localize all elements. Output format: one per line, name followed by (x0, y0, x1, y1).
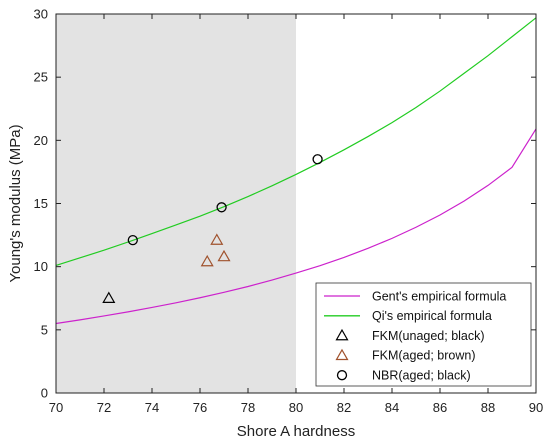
y-tick-label-4: 20 (34, 133, 48, 148)
x-axis-label: Shore A hardness (237, 423, 355, 440)
legend-label-0: Gent's empirical formula (372, 289, 506, 303)
legend-label-4: NBR(aged; black) (372, 369, 471, 383)
series-layer (55, 17, 537, 325)
data-point-4-2 (312, 154, 323, 165)
axes-layer: 70 72 74 76 78 80 82 84 86 88 90 0 5 10 15 20 25 30 Shore … (7, 7, 543, 441)
y-tick-label-0: 0 (41, 386, 48, 401)
legend-swatch-3 (335, 348, 349, 361)
x-tick-label-10: 90 (529, 400, 543, 415)
legend-entry-3: FKM(aged; brown) (335, 348, 476, 363)
x-tick-label-7: 84 (385, 400, 399, 415)
legend-label-3: FKM(aged; brown) (372, 349, 476, 363)
legend-label-2: FKM(unaged; black) (372, 329, 485, 343)
x-tick-label-3: 76 (193, 400, 207, 415)
x-tick-label-9: 88 (481, 400, 495, 415)
legend-entry-4: NBR(aged; black) (336, 369, 471, 383)
legend-entry-2: FKM(unaged; black) (335, 328, 485, 343)
x-tick-label-2: 74 (145, 400, 159, 415)
y-tick-label-6: 30 (34, 7, 48, 22)
y-tick-label-3: 15 (34, 196, 48, 211)
shaded-region (56, 14, 296, 393)
y-tick-label-2: 10 (34, 259, 48, 274)
x-tick-label-8: 86 (433, 400, 447, 415)
x-tick-label-1: 72 (97, 400, 111, 415)
shaded-region-layer (56, 14, 296, 393)
legend-swatch-4 (336, 370, 348, 381)
data-point-3-2 (217, 249, 231, 262)
x-tick-label-6: 82 (337, 400, 351, 415)
series-line-1 (55, 17, 537, 266)
data-point-3-1 (210, 233, 224, 245)
legend-label-1: Qi's empirical formula (372, 309, 492, 323)
y-axis-label: Young's modulus (MPa) (7, 124, 24, 282)
data-point-4-1 (216, 202, 227, 213)
data-point-4-0 (127, 234, 138, 246)
legend-swatch-2 (335, 328, 349, 341)
x-tick-label-0: 70 (49, 400, 63, 415)
data-point-2-0 (102, 291, 116, 303)
legend-entry-1: Qi's empirical formula (324, 309, 492, 323)
legend: Gent's empirical formula Qi's empirical f… (315, 282, 532, 387)
legend-entry-0: Gent's empirical formula (324, 289, 506, 303)
y-tick-label-1: 5 (41, 322, 48, 337)
series-line-0 (55, 128, 537, 325)
x-tick-label-5: 80 (289, 400, 303, 415)
data-point-3-0 (200, 254, 214, 267)
legend-box (315, 282, 532, 387)
x-tick-label-4: 78 (241, 400, 255, 415)
y-tick-label-5: 25 (34, 70, 48, 85)
